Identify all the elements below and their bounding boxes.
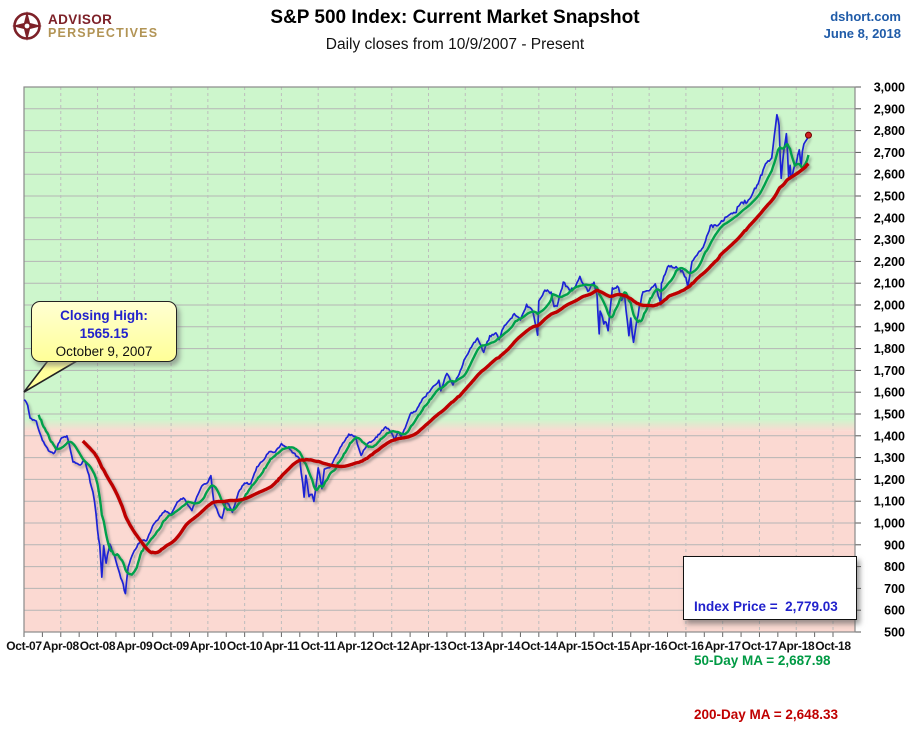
snapshot-chart: 3,000 2,900 2,800 2,700 2,600 2,500 2,400 2,300… — [6, 81, 905, 654]
x-axis-label: Apr-13 — [410, 639, 447, 653]
y-axis-label: 600 — [884, 604, 905, 618]
plot-border — [23, 86, 856, 633]
y-axis-label: 2,000 — [874, 299, 905, 313]
legend-item: 200-Day MA = 2,648.33 — [694, 707, 838, 722]
y-axis-label: 1,000 — [874, 517, 905, 531]
y-axis-label: 2,600 — [874, 168, 905, 182]
x-axis-label: Oct-18 — [815, 639, 851, 653]
x-axis-label: Apr-17 — [705, 639, 742, 653]
source-block: dshort.com June 8, 2018 — [824, 8, 901, 42]
x-axis-label: Apr-14 — [484, 639, 521, 653]
closing-high-callout: Closing High: 1565.15 October 9, 2007 — [31, 301, 177, 362]
page-title: S&P 500 Index: Current Market Snapshot — [270, 7, 640, 28]
ma200-line — [81, 162, 810, 555]
advisor-perspectives-logo: ADVISOR PERSPECTIVES — [10, 9, 158, 43]
x-axis-label: Apr-16 — [631, 639, 668, 653]
y-axis-label: 2,700 — [874, 146, 905, 160]
y-axis-label: 2,300 — [874, 233, 905, 247]
x-axis-label: Oct-12 — [374, 639, 410, 653]
y-axis-label: 2,200 — [874, 255, 905, 269]
ma50-line — [37, 143, 810, 576]
callout-date: October 9, 2007 — [55, 344, 153, 359]
y-axis-label: 1,400 — [874, 429, 905, 443]
callout-tail — [23, 357, 85, 393]
compass-logo-icon — [12, 11, 42, 41]
y-axis-label: 1,800 — [874, 342, 905, 356]
threshold-gradient-band — [24, 418, 855, 431]
y-axis-label: 1,700 — [874, 364, 905, 378]
x-axis-label: Oct-07 — [6, 639, 42, 653]
y-axis-label: 2,800 — [874, 124, 905, 138]
x-axis-label: Apr-12 — [337, 639, 374, 653]
y-axis-label: 700 — [884, 582, 905, 596]
x-axis-label: Oct-13 — [447, 639, 483, 653]
current-values-legend: Index Price = 2,779.03 50-Day MA = 2,687… — [683, 556, 857, 722]
y-axis-label: 2,900 — [874, 102, 905, 116]
callout-value: 1565.15 — [79, 326, 129, 341]
brand-wordmark: ADVISOR PERSPECTIVES — [48, 11, 159, 40]
chart-date: June 8, 2018 — [823, 26, 901, 41]
x-axis-label: Oct-15 — [595, 639, 631, 653]
x-axis-label: Apr-08 — [43, 639, 80, 653]
y-axis-label: 2,500 — [874, 190, 905, 204]
brand-line-advisor: ADVISOR — [48, 11, 113, 27]
x-axis-label: Oct-14 — [521, 639, 557, 653]
latest-close-marker — [804, 131, 812, 139]
page-subtitle: Daily closes from 10/9/2007 - Present — [325, 36, 585, 53]
x-axis-label: Oct-17 — [742, 639, 778, 653]
y-axis-label: 1,600 — [874, 386, 905, 400]
x-axis-label: Oct-09 — [153, 639, 189, 653]
y-axis-label: 1,100 — [874, 495, 905, 509]
y-axis-label: 1,500 — [874, 408, 905, 422]
brand-line-perspectives: PERSPECTIVES — [48, 26, 159, 40]
x-axis-label: Apr-10 — [190, 639, 227, 653]
x-axis-label: Apr-15 — [557, 639, 594, 653]
y-axis-label: 900 — [884, 538, 905, 552]
legend-item: 50-Day MA = 2,687.98 — [694, 653, 831, 668]
x-axis-label: Apr-09 — [116, 639, 153, 653]
x-axis-label: Oct-08 — [80, 639, 116, 653]
callout-title: Closing High: — [60, 308, 148, 323]
y-axis-label: 1,900 — [874, 320, 905, 334]
x-axis-label: Oct-11 — [301, 639, 337, 653]
y-axis-label: 3,000 — [874, 81, 905, 95]
x-axis-label: Apr-18 — [778, 639, 815, 653]
title-block: S&P 500 Index: Current Market Snapshot D… — [0, 7, 910, 54]
x-axis-label: Oct-10 — [227, 639, 263, 653]
y-axis-label: 2,100 — [874, 277, 905, 291]
y-axis-label: 2,400 — [874, 211, 905, 225]
legend-item: Index Price = 2,779.03 — [694, 599, 838, 614]
x-axis-label: Oct-16 — [668, 639, 704, 653]
source-link[interactable]: dshort.com — [830, 9, 901, 24]
y-axis-label: 800 — [884, 560, 905, 574]
x-axis-label: Apr-11 — [264, 639, 300, 653]
y-axis-label: 500 — [884, 626, 905, 640]
above-threshold-region — [24, 87, 855, 419]
y-axis-label: 1,200 — [874, 473, 905, 487]
page: { "header": { "logo_line1": "ADVISOR", "… — [0, 7, 910, 722]
y-axis-label: 1,300 — [874, 451, 905, 465]
